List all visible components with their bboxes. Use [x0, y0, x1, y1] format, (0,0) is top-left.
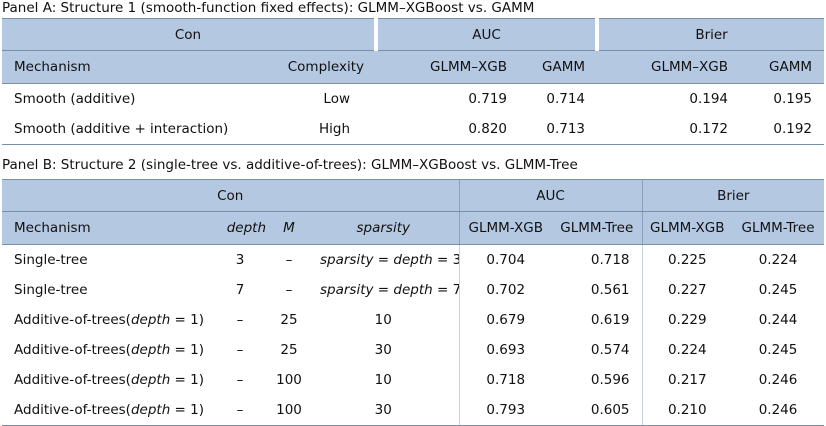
table-row: Smooth (additive + interaction) High 0.8… [2, 114, 825, 145]
m-cell: 25 [280, 342, 298, 358]
panel-b-header-brier-glmm: GLMM-XGB [642, 211, 733, 245]
brier-tree-cell: 0.244 [758, 312, 798, 328]
brier-glmm-cell: 0.224 [667, 342, 707, 358]
brier-glmm-cell: 0.172 [597, 114, 741, 145]
auc-glmm-cell: 0.679 [486, 312, 526, 328]
m-cell: 25 [280, 312, 298, 328]
panel-b-group-auc: AUC [459, 179, 643, 212]
panel-a-header-mechanism: Mechanism [2, 50, 260, 84]
depth-cell: 7 [235, 282, 245, 298]
brier-glmm-cell: 0.210 [642, 395, 733, 426]
table-row: Additive-of-trees(depth = 1) – 100 10 0.… [2, 365, 824, 395]
auc-tree-cell: 0.718 [552, 244, 643, 275]
brier-glmm-cell: 0.217 [667, 372, 707, 388]
mechanism-cell: Additive-of-trees(depth = 1) [14, 372, 204, 388]
sparsity-cell: 30 [308, 395, 460, 426]
panel-a-column-header-row: Mechanism Complexity GLMM–XGB GAMM GLMM–… [2, 50, 825, 84]
panel-b-column-header-row: Mechanism depth M sparsity GLMM-XGB GLMM… [2, 211, 825, 245]
brier-tree-cell: 0.245 [758, 282, 798, 298]
auc-glmm-cell: 0.693 [486, 342, 526, 358]
mechanism-cell: Additive-of-trees(depth = 1) [14, 312, 204, 328]
m-cell: 100 [276, 372, 302, 388]
mechanism-cell: Smooth (additive) [14, 91, 136, 107]
auc-glmm-cell: 0.820 [376, 114, 519, 145]
m-cell: – [285, 252, 293, 268]
panel-b-header-depth: depth [210, 211, 270, 245]
brier-tree-cell: 0.246 [758, 372, 798, 388]
table-row: Additive-of-trees(depth = 1) – 25 30 0.6… [2, 335, 824, 365]
panel-b-group-con: Con [2, 179, 460, 212]
panel-a-caption: Panel A: Structure 1 (smooth-function fi… [2, 0, 535, 16]
depth-cell: – [236, 342, 244, 358]
sparsity-cell: sparsity = depth = 7 [308, 275, 460, 305]
brier-glmm-cell: 0.229 [667, 312, 707, 328]
auc-tree-cell: 0.619 [552, 305, 643, 335]
panel-b-header-m: M [270, 211, 308, 245]
panel-b-caption: Panel B: Structure 2 (single-tree vs. ad… [2, 157, 578, 173]
depth-cell: 3 [235, 252, 245, 268]
table-row: Additive-of-trees(depth = 1) – 25 10 0.6… [2, 305, 824, 335]
mechanism-cell: Additive-of-trees(depth = 1) [14, 342, 204, 358]
brier-tree-cell: 0.245 [758, 342, 798, 358]
auc-tree-cell: 0.605 [552, 395, 643, 426]
brier-gamm-cell: 0.195 [773, 91, 813, 107]
mechanism-cell: Additive-of-trees(depth = 1) [2, 395, 210, 426]
mechanism-cell: Smooth (additive + interaction) [2, 114, 260, 145]
m-cell: – [285, 282, 293, 298]
auc-gamm-cell: 0.714 [546, 91, 586, 107]
sparsity-cell: 30 [308, 335, 460, 365]
panel-a-header-auc-glmm: GLMM–XGB [376, 50, 519, 84]
auc-gamm-cell: 0.713 [519, 114, 598, 145]
table-row: Single-tree 7 – sparsity = depth = 7 0.7… [2, 275, 824, 305]
m-cell: 100 [270, 395, 308, 426]
panel-a-header-brier-gamm: GAMM [740, 50, 825, 84]
brier-glmm-cell: 0.194 [689, 91, 729, 107]
brier-tree-cell: 0.224 [758, 252, 798, 268]
mechanism-cell: Single-tree [14, 252, 88, 268]
panel-a-group-con: Con [2, 18, 378, 51]
panel-b-header-brier-tree: GLMM-Tree [732, 211, 825, 245]
auc-tree-cell: 0.561 [552, 275, 643, 305]
brier-gamm-cell: 0.192 [740, 114, 825, 145]
sparsity-cell: 10 [308, 365, 460, 395]
sparsity-cell: sparsity = depth = 3 [308, 244, 460, 275]
panel-a-header-complexity: Complexity [260, 50, 376, 84]
panel-b-header-auc-tree: GLMM-Tree [552, 211, 643, 245]
panel-a-table: Con AUC Brier Mechanism Complexity GLMM–… [2, 18, 825, 145]
table-row: Additive-of-trees(depth = 1) – 100 30 0.… [2, 395, 825, 426]
brier-tree-cell: 0.246 [732, 395, 825, 426]
auc-glmm-cell: 0.704 [486, 252, 526, 268]
panel-b-group-brier: Brier [642, 179, 825, 212]
auc-tree-cell: 0.596 [552, 365, 643, 395]
auc-glmm-cell: 0.702 [486, 282, 526, 298]
depth-cell: – [210, 395, 270, 426]
complexity-cell: High [260, 114, 376, 145]
panel-b-header-sparsity: sparsity [308, 211, 460, 245]
panel-a-group-brier: Brier [597, 18, 825, 51]
panel-b-group-header-row: Con AUC Brier [2, 179, 825, 212]
mechanism-cell: Single-tree [14, 282, 88, 298]
depth-cell: – [236, 312, 244, 328]
auc-glmm-cell: 0.793 [459, 395, 552, 426]
brier-glmm-cell: 0.227 [667, 282, 707, 298]
sparsity-cell: 10 [308, 305, 460, 335]
brier-glmm-cell: 0.225 [667, 252, 707, 268]
auc-tree-cell: 0.574 [552, 335, 643, 365]
depth-cell: – [236, 372, 244, 388]
panel-a-header-auc-gamm: GAMM [519, 50, 598, 84]
panel-a-group-header-row: Con AUC Brier [2, 18, 825, 51]
auc-glmm-cell: 0.719 [468, 91, 507, 107]
panel-b-header-auc-glmm: GLMM-XGB [459, 211, 552, 245]
complexity-cell: Low [323, 91, 350, 107]
table-row: Single-tree 3 – sparsity = depth = 3 0.7… [2, 244, 824, 275]
panel-b-header-mechanism: Mechanism [2, 211, 210, 245]
table-row: Smooth (additive) Low 0.719 0.714 0.194 … [2, 84, 824, 115]
panel-a-header-brier-glmm: GLMM–XGB [597, 50, 741, 84]
panel-a-group-auc: AUC [376, 18, 600, 51]
auc-glmm-cell: 0.718 [486, 372, 526, 388]
panel-b-table: Con AUC Brier Mechanism depth M sparsity… [2, 179, 825, 426]
